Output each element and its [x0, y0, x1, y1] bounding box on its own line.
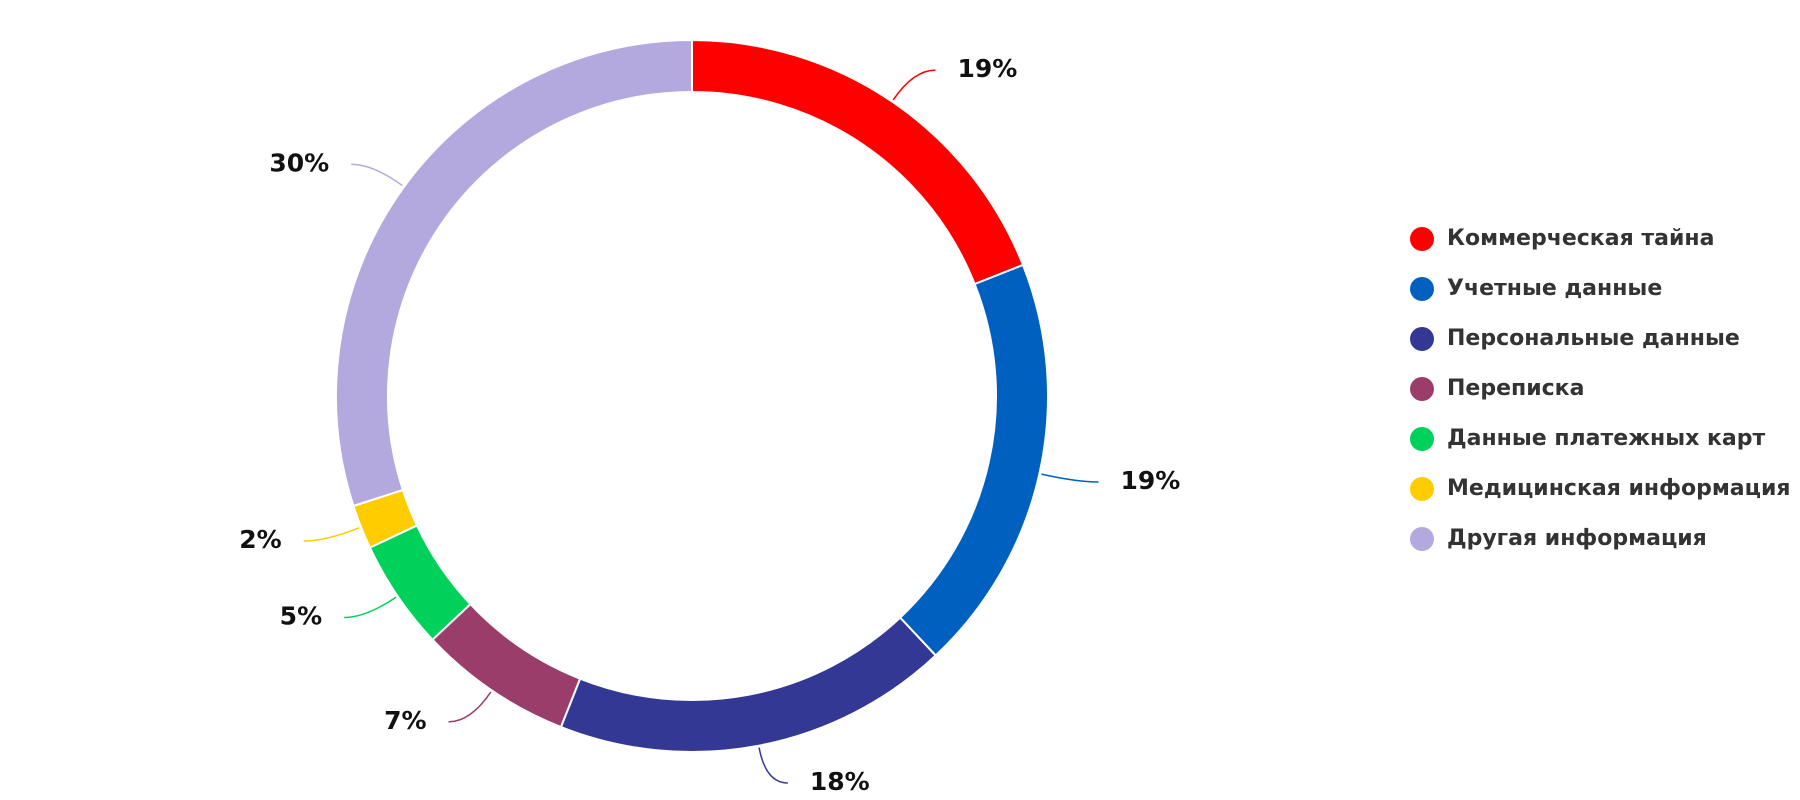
data-label: 30%: [269, 148, 329, 177]
donut-segment: [559, 616, 938, 753]
legend-label: Персональные данные: [1447, 326, 1740, 351]
leader-line: [303, 527, 360, 542]
donut-segment: [898, 263, 1049, 657]
leader-line: [351, 163, 403, 187]
legend-marker: [1410, 377, 1434, 401]
leader-line: [448, 691, 492, 723]
leader-line: [892, 69, 936, 101]
legend-label: Учетные данные: [1447, 276, 1662, 301]
data-label: 19%: [957, 54, 1017, 83]
legend-marker: [1410, 427, 1434, 451]
legend-marker: [1410, 277, 1434, 301]
legend-label: Данные платежных карт: [1447, 426, 1766, 451]
legend-label: Медицинская информация: [1447, 476, 1791, 501]
legend-label: Другая информация: [1447, 526, 1707, 551]
donut-segment: [431, 602, 582, 729]
legend-marker: [1410, 327, 1434, 351]
legend-marker: [1410, 227, 1434, 251]
legend-marker: [1410, 527, 1434, 551]
data-label: 18%: [810, 767, 870, 796]
leader-line: [344, 596, 397, 619]
legend-marker: [1410, 477, 1434, 501]
legend-label: Переписка: [1447, 376, 1584, 401]
donut-segment: [335, 38, 693, 508]
legend-label: Коммерческая тайна: [1447, 226, 1714, 251]
data-label: 5%: [280, 601, 322, 630]
data-label: 19%: [1121, 466, 1181, 495]
leader-line: [758, 747, 788, 784]
leader-line: [1041, 473, 1099, 483]
data-label: 2%: [239, 525, 281, 554]
data-label: 7%: [384, 706, 426, 735]
